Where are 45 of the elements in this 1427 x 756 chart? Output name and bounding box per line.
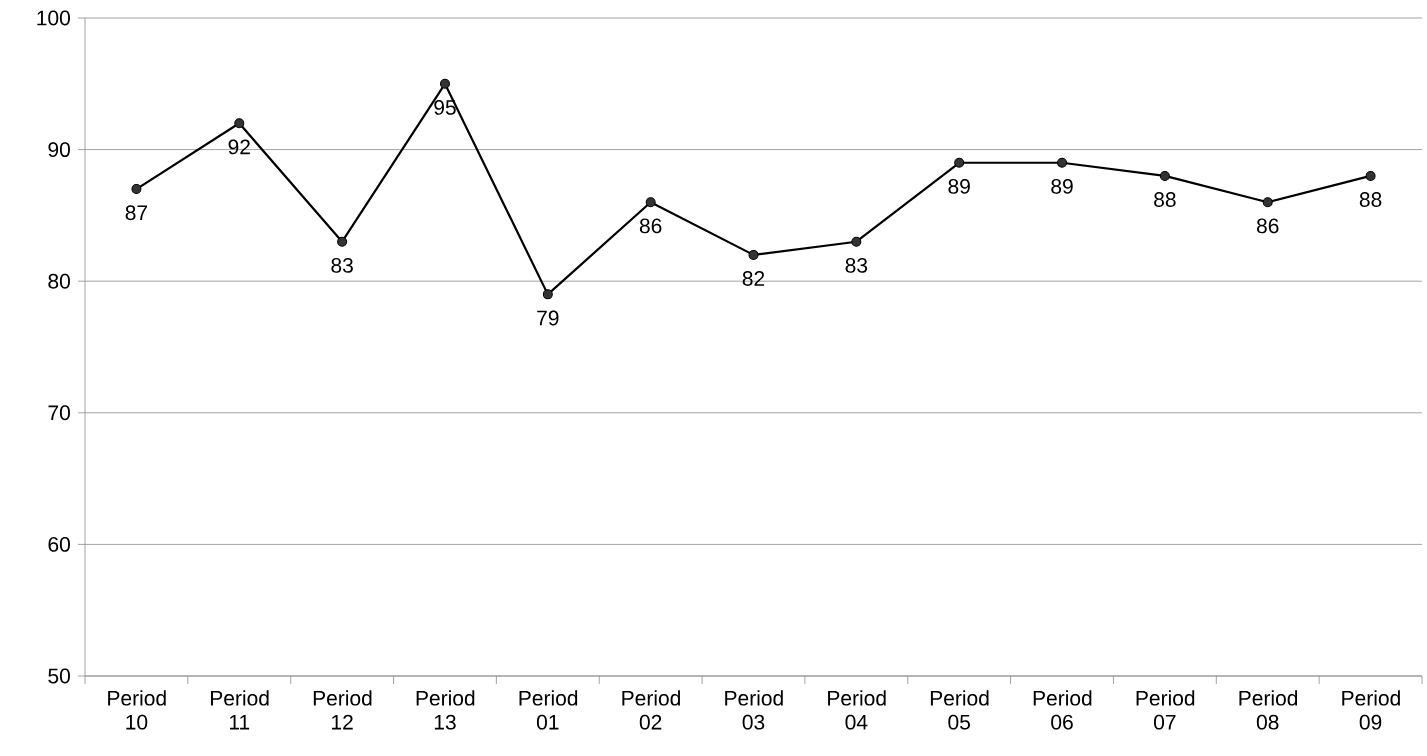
point xyxy=(542,289,553,300)
x-tick-label: Period 01 xyxy=(519,690,578,730)
data-label: 89 xyxy=(1051,178,1073,194)
y-tick-label: 50 xyxy=(48,668,70,684)
data-label: 83 xyxy=(331,257,353,273)
x-tick-label: Period 13 xyxy=(416,690,475,730)
x-tick-label: Period 11 xyxy=(211,690,269,730)
point xyxy=(954,157,965,168)
x-tick-label: Period 06 xyxy=(1033,690,1092,730)
y-tick-label: 70 xyxy=(48,405,70,421)
data-label: 87 xyxy=(125,205,148,221)
data-label: 83 xyxy=(845,257,868,273)
point xyxy=(645,197,656,208)
data-label: 86 xyxy=(639,218,662,234)
data-label: 82 xyxy=(742,271,765,286)
y-tick-label: 80 xyxy=(48,273,70,289)
x-tick-label: Period 05 xyxy=(930,690,989,730)
x-tick-label: Period 04 xyxy=(828,690,886,730)
point xyxy=(1057,157,1068,168)
data-label: 89 xyxy=(948,178,970,194)
x-tick-label: Period 02 xyxy=(622,690,680,730)
point xyxy=(1262,197,1273,208)
y-tick-label: 100 xyxy=(37,10,70,26)
data-label: 88 xyxy=(1154,192,1176,207)
x-tick-label: Period 08 xyxy=(1239,690,1298,730)
point xyxy=(748,249,759,260)
data-label: 88 xyxy=(1359,192,1382,207)
point xyxy=(1159,170,1170,181)
point xyxy=(337,236,348,247)
x-tick-label: Period 07 xyxy=(1136,690,1195,730)
point xyxy=(234,118,245,129)
data-label: 92 xyxy=(228,139,250,155)
point xyxy=(439,78,450,89)
point xyxy=(1365,170,1376,181)
point xyxy=(851,236,862,247)
y-tick-label: 60 xyxy=(48,536,70,552)
data-label: 95 xyxy=(434,100,456,115)
point xyxy=(131,184,142,195)
x-tick-label: Period 10 xyxy=(108,690,166,730)
x-tick-label: Period 03 xyxy=(725,690,783,730)
data-label: 79 xyxy=(537,310,559,326)
data-label: 86 xyxy=(1256,218,1279,234)
y-tick-label: 90 xyxy=(48,142,70,158)
x-tick-label: Period 09 xyxy=(1342,690,1400,730)
x-tick-label: Period 12 xyxy=(313,690,372,730)
